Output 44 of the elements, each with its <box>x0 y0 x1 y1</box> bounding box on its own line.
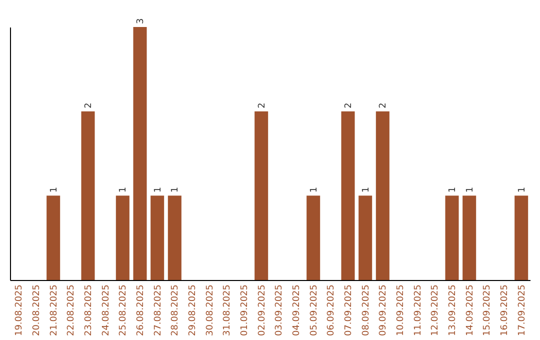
x-tick-label: 15.09.2025 <box>482 284 493 336</box>
x-tick-label: 22.08.2025 <box>66 284 77 336</box>
data-label: 2 <box>378 102 389 108</box>
x-tick-label: 11.09.2025 <box>413 284 424 336</box>
data-label: 3 <box>136 18 146 24</box>
data-label: 2 <box>344 102 354 108</box>
x-tick-label: 16.09.2025 <box>500 284 510 336</box>
data-label: 1 <box>170 186 181 193</box>
data-label: 2 <box>84 102 94 108</box>
data-label: 1 <box>517 186 528 193</box>
x-tick-label: 30.08.2025 <box>205 284 216 336</box>
x-tick-label: 12.09.2025 <box>430 284 441 336</box>
x-tick-label: 21.08.2025 <box>49 284 60 336</box>
x-tick-label: 26.08.2025 <box>136 284 146 336</box>
x-tick-label: 01.09.2025 <box>240 284 250 336</box>
data-label: 1 <box>118 186 129 193</box>
x-tick-label: 10.09.2025 <box>396 284 406 336</box>
x-tick-label: 04.09.2025 <box>292 284 302 336</box>
x-tick-label: 07.09.2025 <box>344 284 354 336</box>
x-tick-label: 20.08.2025 <box>32 284 42 336</box>
x-tick-label: 28.08.2025 <box>170 284 181 336</box>
x-tick-label: 06.09.2025 <box>326 284 337 336</box>
x-tick-label: 19.08.2025 <box>14 284 25 336</box>
data-label: 1 <box>448 186 458 193</box>
x-tick-label: 13.09.2025 <box>448 284 458 336</box>
x-tick-label: 02.09.2025 <box>257 284 268 336</box>
x-tick-label: 09.09.2025 <box>378 284 389 336</box>
x-tick-label: 05.09.2025 <box>309 284 320 336</box>
x-tick-label: 08.09.2025 <box>361 284 372 336</box>
x-tick-label: 27.08.2025 <box>153 284 164 336</box>
x-tick-label: 29.08.2025 <box>188 284 198 336</box>
x-tick-label: 25.08.2025 <box>118 284 129 336</box>
x-tick-label: 03.09.2025 <box>274 284 285 336</box>
data-label: 1 <box>49 186 60 193</box>
x-tick-label: 31.08.2025 <box>222 284 233 336</box>
data-label: 1 <box>153 186 164 193</box>
x-tick-label: 17.09.2025 <box>517 284 528 336</box>
data-label: 1 <box>309 186 320 193</box>
x-tick-label: 14.09.2025 <box>465 284 476 336</box>
x-tick-label: 24.08.2025 <box>101 284 112 336</box>
x-tick-label: 23.08.2025 <box>84 284 94 336</box>
data-label: 1 <box>361 186 372 193</box>
data-label: 2 <box>257 102 268 108</box>
data-label: 1 <box>465 186 476 193</box>
